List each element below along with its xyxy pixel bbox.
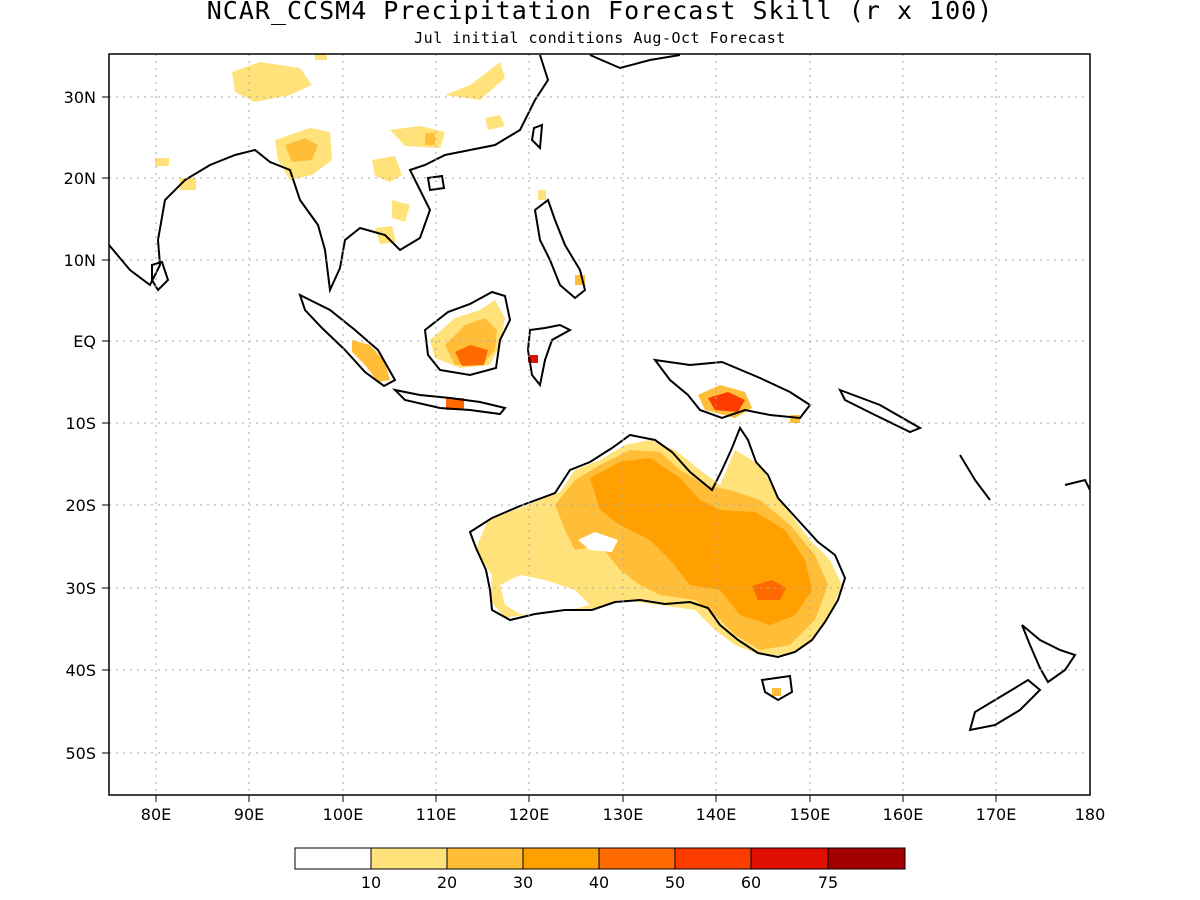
solomon-skill xyxy=(790,415,800,423)
vietnam-skill xyxy=(372,156,402,182)
colorbar-label: 20 xyxy=(437,873,457,892)
colorbar-label: 30 xyxy=(513,873,533,892)
new-zealand-south-coast xyxy=(968,678,1042,732)
x-tick-label: 110E xyxy=(416,805,457,824)
sumatra-coast xyxy=(298,293,397,388)
tasmania-coast xyxy=(760,674,794,702)
asia-mainland-coast xyxy=(109,54,550,294)
colorbar-swatch xyxy=(674,847,752,870)
hainan-coast xyxy=(426,174,446,192)
sri-lanka-coast xyxy=(151,260,170,292)
luzon-skill xyxy=(538,190,546,200)
chart-subtitle: Jul initial conditions Aug-Oct Forecast xyxy=(414,29,786,47)
y-tick-label: 30N xyxy=(64,88,96,107)
x-tick-label: 140E xyxy=(696,805,737,824)
sulawesi-skill xyxy=(528,355,538,363)
y-tick-label: 20S xyxy=(65,496,96,515)
colorbar-swatch xyxy=(522,847,600,870)
australia-skill-40-50 xyxy=(752,580,786,600)
colorbar: 10 20 30 40 50 60 75 xyxy=(294,847,906,892)
sumatra-skill xyxy=(352,340,390,382)
y-tick-label: 10N xyxy=(64,251,96,270)
australia-low-skill-southwest xyxy=(500,575,590,614)
japan-coast xyxy=(589,54,681,70)
colorbar-label: 60 xyxy=(741,873,761,892)
australia-skill-30-40 xyxy=(590,458,812,625)
skill-shading xyxy=(155,54,842,696)
java-skill xyxy=(446,398,464,410)
x-tick-label: 160E xyxy=(883,805,924,824)
solomon-coast xyxy=(837,388,923,434)
plot-frame xyxy=(108,53,1091,796)
x-tick-label: 120E xyxy=(509,805,550,824)
y-tick-label: 50S xyxy=(65,744,96,763)
taiwan-coast xyxy=(530,123,544,151)
fiji-coast xyxy=(1064,478,1090,491)
colorbar-swatch xyxy=(750,847,829,870)
tick-marks xyxy=(102,96,997,802)
india-north-skill xyxy=(232,62,312,102)
borneo-skill-40-50 xyxy=(455,345,488,366)
y-tick-label: 20N xyxy=(64,169,96,188)
x-tick-label: 100E xyxy=(323,805,364,824)
colorbar-swatch xyxy=(370,847,448,870)
x-tick-label: 170E xyxy=(976,805,1017,824)
x-tick-label: 180 xyxy=(1075,805,1106,824)
y-tick-label: 10S xyxy=(65,414,96,433)
colorbar-swatch xyxy=(827,847,906,870)
colorbar-label: 50 xyxy=(665,873,685,892)
coastlines xyxy=(109,54,1090,732)
java-coast xyxy=(391,388,507,416)
tibet-skill xyxy=(315,54,327,60)
colorbar-label: 75 xyxy=(818,873,838,892)
philippines-skill xyxy=(575,275,585,285)
x-tick-label: 90E xyxy=(234,805,264,824)
china-south-skill-20-30 xyxy=(425,133,435,145)
y-tick-label: 40S xyxy=(65,661,96,680)
china-south-skill xyxy=(390,126,445,148)
new-zealand-north-coast xyxy=(1021,624,1077,684)
colorbar-label: 10 xyxy=(361,873,381,892)
vanuatu-coast xyxy=(959,454,991,501)
colorbar-swatch xyxy=(294,847,372,870)
thailand-skill xyxy=(392,200,410,222)
china-coast-skill xyxy=(485,115,505,130)
x-tick-label: 80E xyxy=(141,805,171,824)
borneo-coast xyxy=(423,290,512,377)
x-tick-label: 130E xyxy=(603,805,644,824)
chart-title: NCAR_CCSM4 Precipitation Forecast Skill … xyxy=(206,0,994,25)
y-tick-label: 30S xyxy=(65,579,96,598)
new-guinea-coast xyxy=(652,358,812,420)
colorbar-swatch xyxy=(446,847,524,870)
gridlines xyxy=(109,54,1090,795)
colorbar-label: 40 xyxy=(589,873,609,892)
philippines-coast xyxy=(533,198,587,300)
new-guinea-skill-50-60 xyxy=(708,392,745,412)
myanmar-skill-20-30 xyxy=(285,138,318,162)
x-tick-label: 150E xyxy=(790,805,831,824)
y-tick-label: EQ xyxy=(73,332,96,351)
bay-bengal-skill xyxy=(155,158,169,166)
tasmania-skill xyxy=(772,688,781,696)
australia-coast xyxy=(468,425,847,659)
china-east-skill xyxy=(445,62,505,100)
sulawesi-coast xyxy=(526,323,573,388)
australia-low-skill-area xyxy=(578,532,618,552)
colorbar-swatch xyxy=(598,847,676,870)
